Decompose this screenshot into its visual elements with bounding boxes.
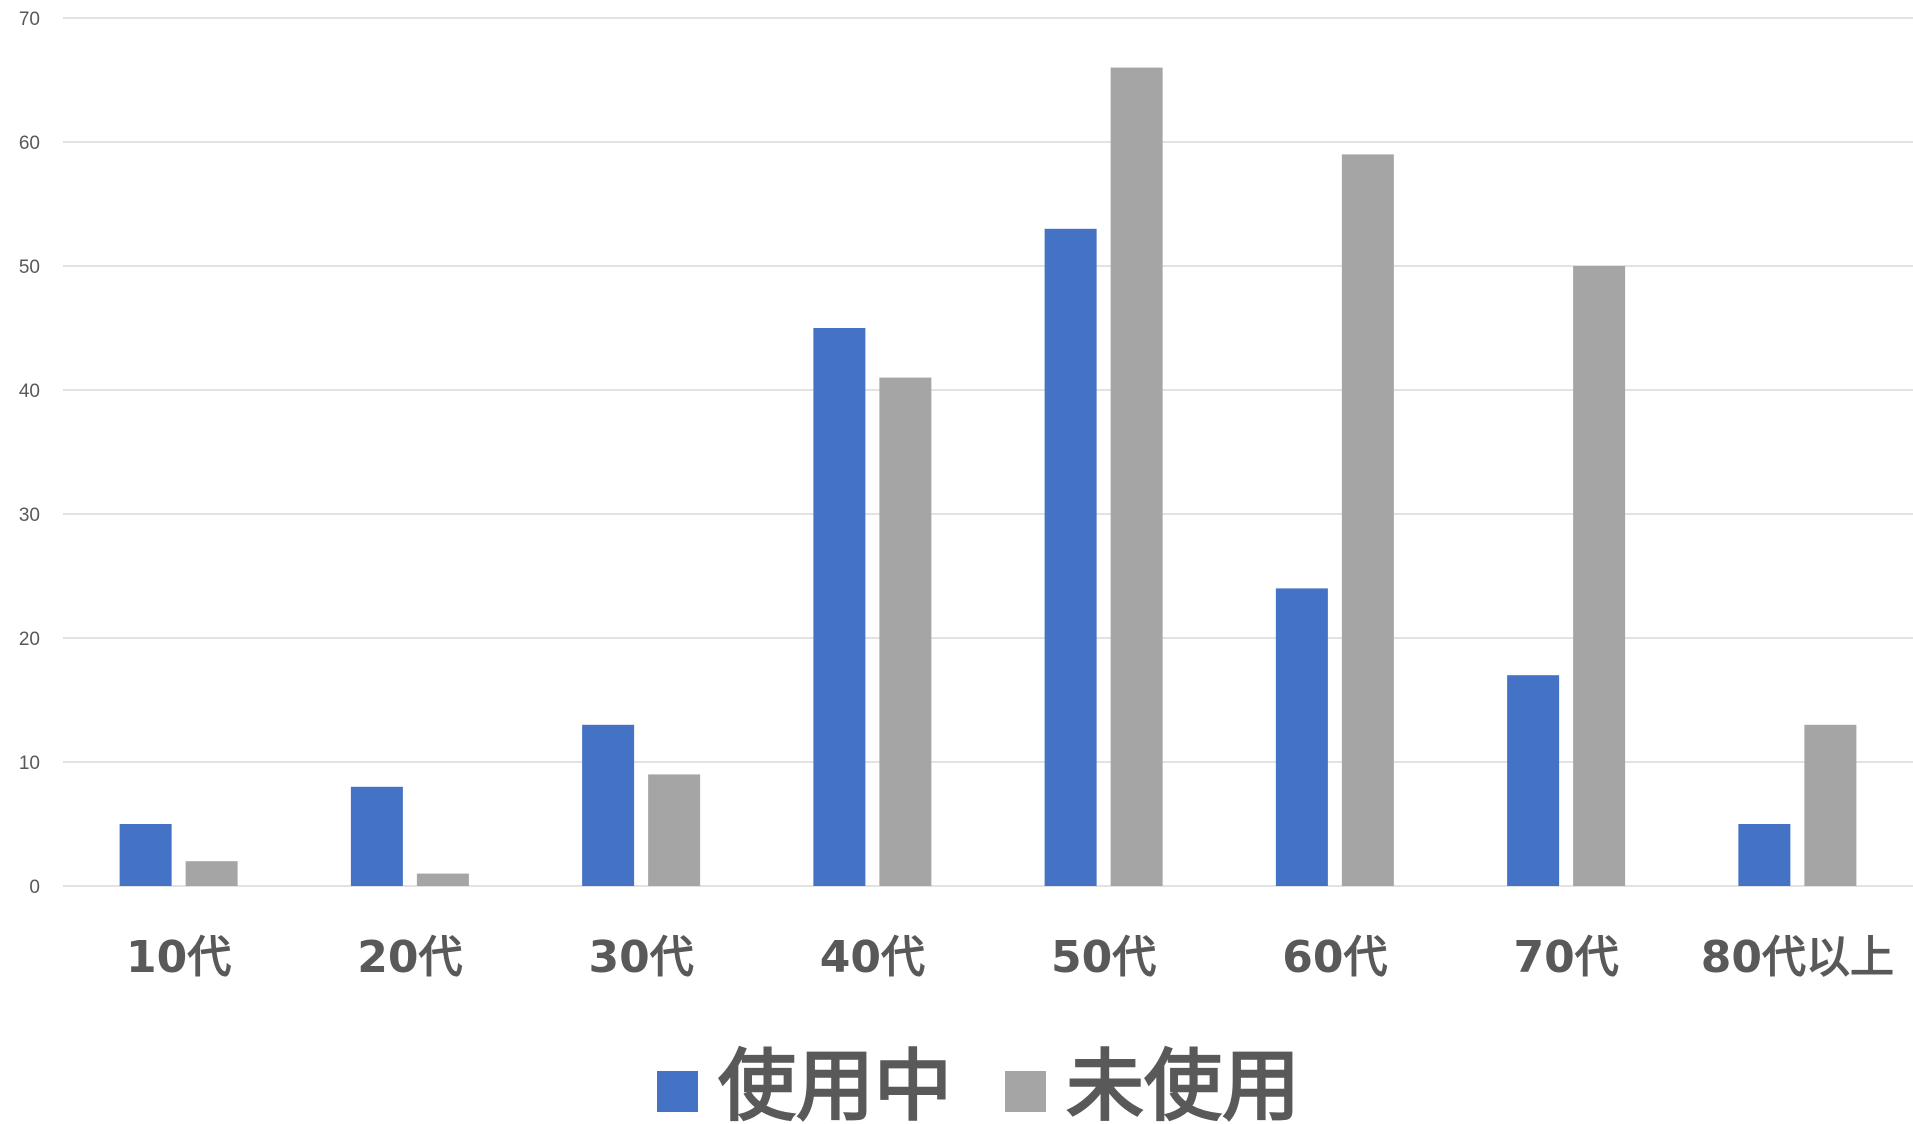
legend-label: 未使用	[1066, 1042, 1300, 1124]
y-tick-label: 40	[19, 381, 40, 402]
x-tick-label: 30代	[589, 932, 694, 983]
x-tick-label: 50代	[1051, 932, 1156, 983]
legend-swatch	[1005, 1071, 1046, 1112]
y-tick-label: 20	[19, 629, 40, 650]
bars	[119, 67, 1857, 887]
bar-in-use	[350, 786, 403, 886]
bar-unused	[1110, 67, 1163, 887]
y-tick-label: 10	[19, 753, 40, 774]
x-tick-label: 80代以上	[1701, 932, 1894, 983]
bar-in-use	[1044, 228, 1097, 887]
bar-in-use	[1507, 675, 1560, 886]
y-tick-label: 30	[19, 505, 40, 526]
bar-unused	[1573, 266, 1626, 886]
x-tick-label: 60代	[1282, 932, 1387, 983]
bar-unused	[879, 377, 932, 886]
bar-unused	[185, 861, 238, 886]
y-axis-ticks: 0 10 20 30 40 50 60 70	[19, 9, 40, 898]
x-tick-label: 40代	[820, 932, 925, 983]
x-tick-label: 20代	[357, 932, 462, 983]
legend: 使用中 未使用	[657, 1042, 1300, 1124]
bar-unused	[1804, 724, 1857, 886]
bar-in-use	[582, 724, 635, 886]
y-tick-label: 50	[19, 257, 40, 278]
x-axis-ticks: 10代 20代 30代 40代 50代 60代 70代 80代以上	[126, 932, 1894, 983]
y-tick-label: 0	[29, 877, 40, 898]
bar-in-use	[1738, 824, 1791, 886]
y-tick-label: 60	[19, 133, 40, 154]
bar-unused	[648, 774, 701, 886]
bar-unused	[1341, 154, 1394, 886]
legend-label: 使用中	[717, 1042, 952, 1124]
y-tick-label: 70	[19, 9, 40, 30]
bar-unused	[416, 873, 469, 886]
bar-in-use	[1275, 588, 1328, 886]
x-tick-label: 10代	[126, 932, 231, 983]
bar-in-use	[119, 824, 172, 886]
bar-in-use	[813, 328, 866, 886]
legend-swatch	[657, 1071, 698, 1112]
gridlines	[63, 17, 1913, 887]
x-tick-label: 70代	[1514, 932, 1619, 983]
